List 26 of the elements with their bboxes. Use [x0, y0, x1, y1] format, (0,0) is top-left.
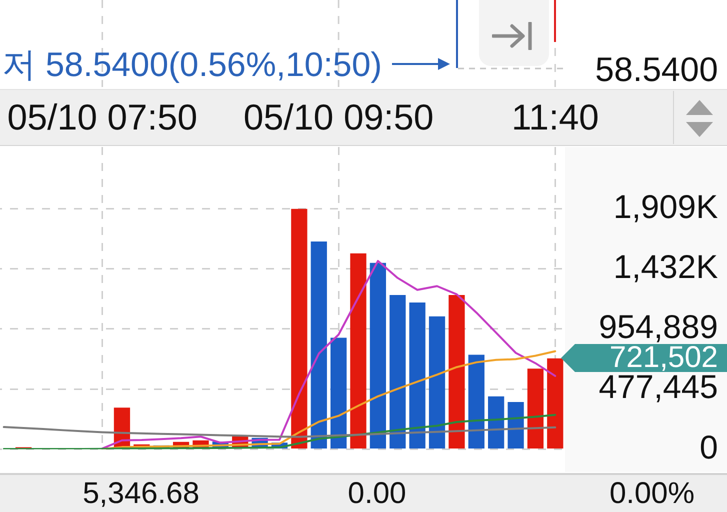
- bar: [390, 294, 406, 448]
- pointer-tag: 721,502: [561, 344, 727, 372]
- bar: [547, 358, 564, 448]
- x-tick-label: 05/10 07:50: [7, 96, 198, 138]
- text: 5,346.68: [82, 477, 200, 510]
- text: 저 58.5400(0.56%,10:50): [2, 46, 382, 84]
- bar: [468, 354, 484, 448]
- bar: [448, 294, 465, 448]
- y-tick-label: 954,889: [598, 308, 718, 346]
- bar: [310, 241, 327, 448]
- bar: [428, 316, 446, 448]
- y-tick-label: 0: [700, 428, 718, 466]
- bar: [330, 338, 347, 448]
- bar: [350, 253, 366, 448]
- x-tick-label: 11:40: [511, 96, 599, 138]
- text: 0.00%: [609, 477, 695, 510]
- y-tick-label: 1,909K: [613, 188, 718, 225]
- bar: [370, 262, 386, 448]
- bar: [291, 208, 308, 448]
- bar: [409, 302, 426, 448]
- y-tick-label: 1,432K: [613, 248, 718, 285]
- bar: [527, 368, 544, 448]
- text: 0.00: [348, 477, 406, 510]
- bar: [488, 396, 504, 448]
- x-tick-label: 05/10 09:50: [243, 96, 434, 138]
- text: 58.5400: [595, 51, 718, 90]
